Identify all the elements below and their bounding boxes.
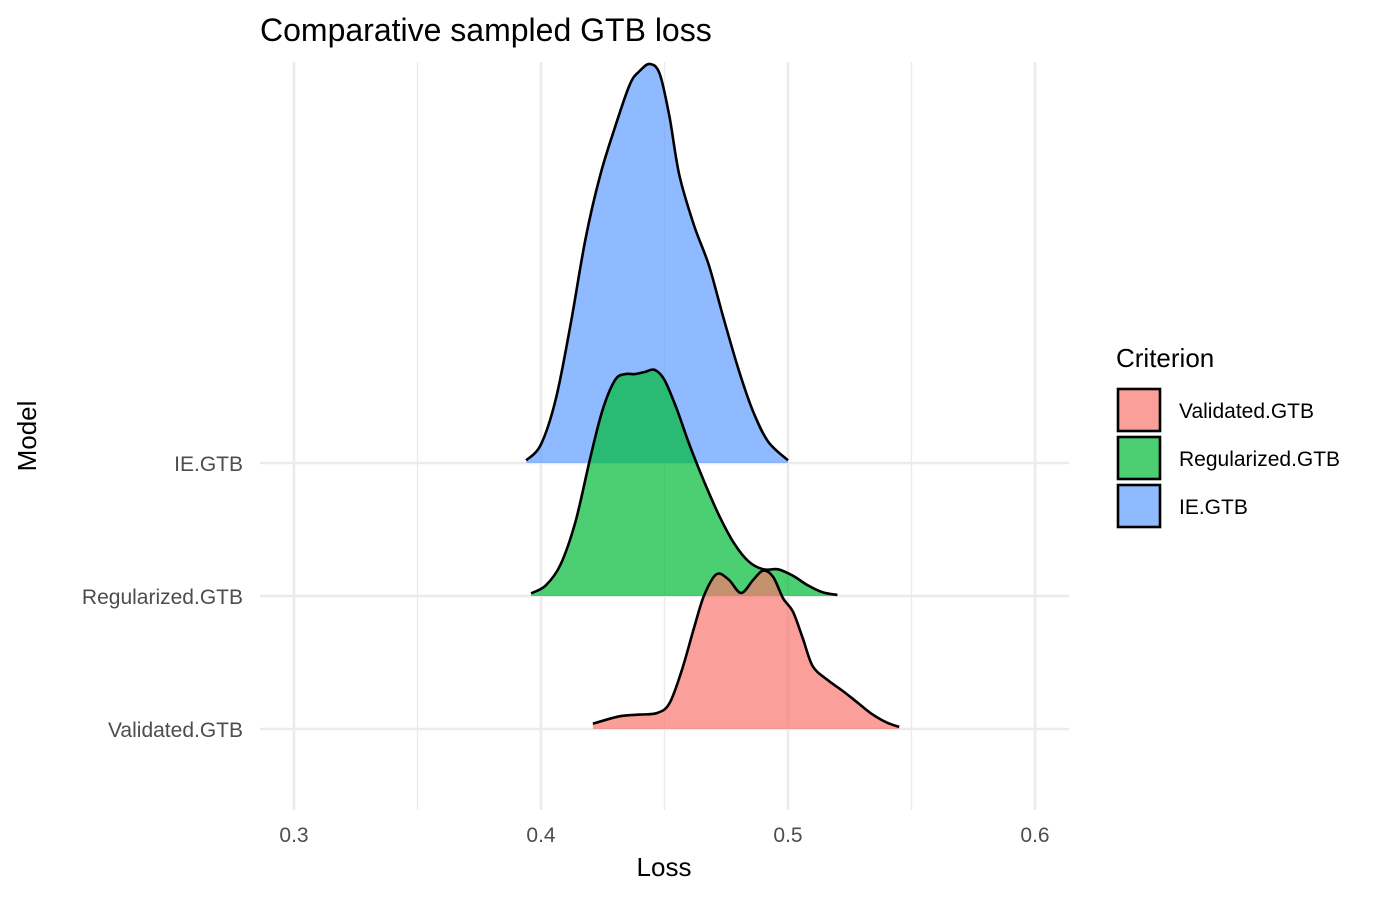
y-axis-title: Model xyxy=(12,401,42,472)
x-tick-label: 0.5 xyxy=(773,824,802,847)
x-axis-ticks: 0.3 0.4 0.5 0.6 xyxy=(279,824,1049,847)
y-tick-label: IE.GTB xyxy=(174,453,243,476)
legend-label: Regularized.GTB xyxy=(1179,448,1340,471)
y-axis-ticks: Validated.GTB Regularized.GTB IE.GTB xyxy=(82,453,243,742)
legend-key xyxy=(1116,387,1162,433)
ridge-outline-ie-gtb xyxy=(525,62,789,462)
legend-title: Criterion xyxy=(1116,343,1214,373)
x-tick-label: 0.6 xyxy=(1020,824,1049,847)
legend: Criterion Validated.GTB Regularized.GTB IE… xyxy=(1116,343,1340,529)
legend-label: IE.GTB xyxy=(1179,496,1248,519)
ridge-outline-validated-gtb xyxy=(592,569,900,729)
x-tick-label: 0.4 xyxy=(526,824,556,847)
chart-title: Comparative sampled GTB loss xyxy=(260,12,712,48)
ridge-outline-regularized-gtb xyxy=(530,368,838,597)
legend-key xyxy=(1116,483,1162,529)
x-tick-label: 0.3 xyxy=(279,824,308,847)
ridge-fill-regularized-gtb xyxy=(531,369,838,596)
y-tick-label: Regularized.GTB xyxy=(82,586,243,609)
ridge-fill-ie-gtb xyxy=(526,63,788,463)
y-tick-label: Validated.GTB xyxy=(108,719,243,742)
ridge-fill-validated-gtb xyxy=(592,570,900,729)
x-axis-title: Loss xyxy=(637,852,692,882)
density-ridges xyxy=(525,62,900,729)
legend-label: Validated.GTB xyxy=(1179,400,1314,423)
legend-key xyxy=(1116,435,1162,481)
